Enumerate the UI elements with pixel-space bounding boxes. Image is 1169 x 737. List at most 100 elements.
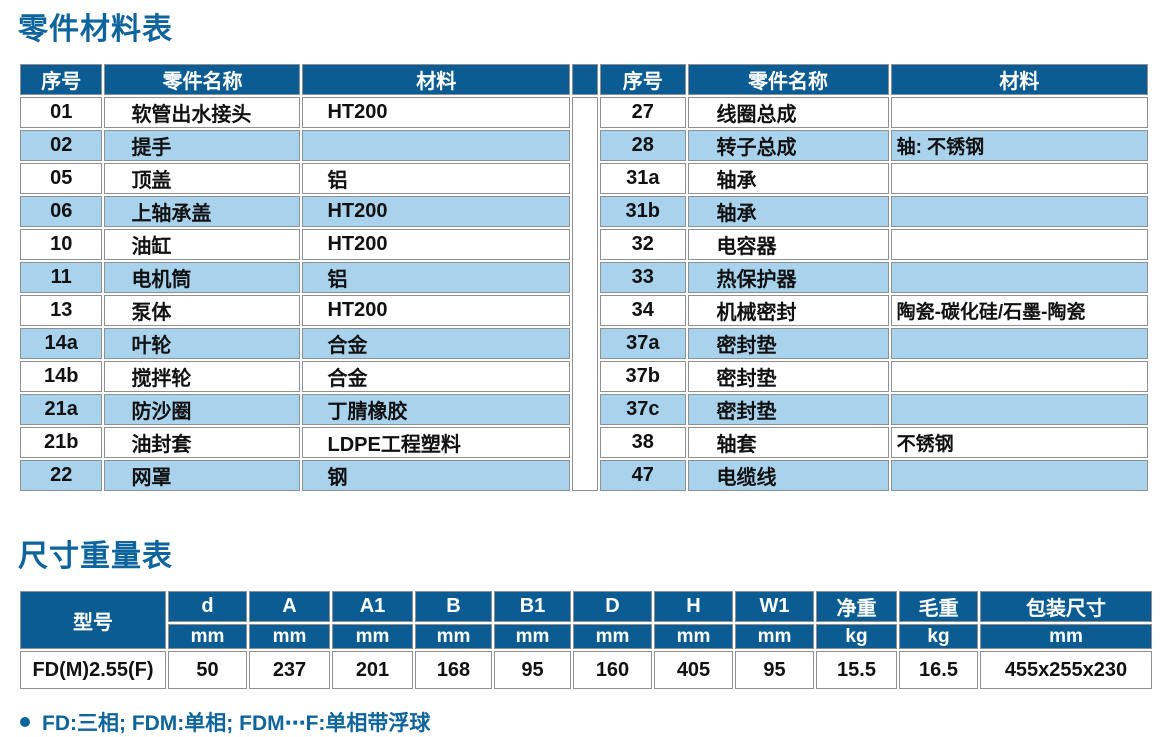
part-name: 密封垫	[687, 394, 889, 425]
part-material	[890, 460, 1148, 491]
part-no: 38	[600, 427, 686, 458]
part-name: 防沙圈	[104, 394, 301, 425]
footnote-text: FD:三相; FDM:单相; FDM⋯F:单相带浮球	[42, 712, 431, 735]
part-no: 37c	[600, 394, 686, 425]
part-no: 05	[20, 163, 103, 194]
part-name: 电缆线	[687, 460, 889, 491]
bullet-icon	[20, 717, 30, 727]
part-name: 机械密封	[687, 295, 889, 326]
part-no: 37a	[600, 328, 686, 359]
part-name: 热保护器	[687, 262, 889, 293]
part-name: 轴套	[687, 427, 889, 458]
value-D: 160	[573, 651, 652, 689]
part-no: 21b	[20, 427, 103, 458]
part-no: 14a	[20, 328, 103, 359]
unit-net-weight: kg	[816, 624, 897, 649]
value-gross-weight: 16.5	[899, 651, 978, 689]
part-no: 10	[20, 229, 103, 260]
part-name: 电容器	[687, 229, 889, 260]
part-no: 21a	[20, 394, 103, 425]
col-header-package-size: 包装尺寸	[980, 591, 1152, 622]
parts-table-title: 零件材料表	[18, 13, 173, 46]
part-material: HT200	[302, 229, 570, 260]
dims-header-row-labels: 型号 d A A1 B B1 D H W1 净重 毛重 包装尺寸	[20, 591, 1152, 649]
part-material	[302, 130, 570, 161]
unit-A1: mm	[332, 624, 413, 649]
col-header-B: B	[415, 591, 492, 622]
part-material	[890, 229, 1148, 260]
part-material: 钢	[302, 460, 570, 491]
col-header-net-weight: 净重	[816, 591, 897, 622]
part-material	[890, 361, 1148, 392]
table-row: 05 顶盖 铝 31a 轴承	[20, 163, 1148, 194]
part-no: 33	[600, 262, 686, 293]
col-header-D: D	[573, 591, 652, 622]
part-material	[890, 196, 1148, 227]
parts-header-row: 序号 零件名称 材料 序号 零件名称 材料	[20, 64, 1148, 95]
part-name: 泵体	[104, 295, 301, 326]
col-header-no-left: 序号	[20, 64, 103, 95]
value-H: 405	[654, 651, 733, 689]
part-material: 合金	[302, 328, 570, 359]
part-no: 31b	[600, 196, 686, 227]
part-no: 13	[20, 295, 103, 326]
part-name: 网罩	[104, 460, 301, 491]
spacer-column-header	[571, 64, 599, 95]
table-row: 21b 油封套 LDPE工程塑料 38 轴套 不锈钢	[20, 427, 1148, 458]
dimensions-table-title: 尺寸重量表	[18, 540, 173, 573]
part-no: 27	[600, 97, 686, 128]
parts-material-table: 序号 零件名称 材料 序号 零件名称 材料 01 软管出水接头 HT200 27…	[18, 62, 1150, 493]
part-name: 软管出水接头	[104, 97, 301, 128]
part-material: HT200	[302, 97, 570, 128]
col-header-A: A	[249, 591, 330, 622]
unit-D: mm	[573, 624, 652, 649]
part-no: 01	[20, 97, 103, 128]
part-name: 上轴承盖	[104, 196, 301, 227]
part-no: 22	[20, 460, 103, 491]
value-A: 237	[249, 651, 330, 689]
table-row: 14b 搅拌轮 合金 37b 密封垫	[20, 361, 1148, 392]
value-B: 168	[415, 651, 492, 689]
col-header-material-left: 材料	[302, 64, 570, 95]
part-no: 28	[600, 130, 686, 161]
part-material	[890, 394, 1148, 425]
col-header-no-right: 序号	[600, 64, 686, 95]
part-no: 06	[20, 196, 103, 227]
part-material	[890, 262, 1148, 293]
col-header-B1: B1	[494, 591, 571, 622]
unit-d: mm	[168, 624, 247, 649]
col-header-H: H	[654, 591, 733, 622]
table-row: 10 油缸 HT200 32 电容器	[20, 229, 1148, 260]
part-name: 提手	[104, 130, 301, 161]
value-W1: 95	[735, 651, 814, 689]
part-no: 47	[600, 460, 686, 491]
part-name: 密封垫	[687, 361, 889, 392]
part-name: 顶盖	[104, 163, 301, 194]
dims-header-row-units: mm mm mm mm mm mm mm mm kg kg mm	[20, 624, 1152, 649]
part-no: 34	[600, 295, 686, 326]
table-row: 13 泵体 HT200 34 机械密封 陶瓷-碳化硅/石墨-陶瓷	[20, 295, 1148, 326]
part-name: 线圈总成	[687, 97, 889, 128]
model-value: FD(M)2.55(F)	[20, 651, 166, 689]
part-name: 搅拌轮	[104, 361, 301, 392]
table-row: 21a 防沙圈 丁腈橡胶 37c 密封垫	[20, 394, 1148, 425]
col-header-gross-weight: 毛重	[899, 591, 978, 622]
unit-H: mm	[654, 624, 733, 649]
part-material	[890, 97, 1148, 128]
part-material	[890, 328, 1148, 359]
part-material: 铝	[302, 163, 570, 194]
col-header-model: 型号	[20, 591, 166, 649]
value-B1: 95	[494, 651, 571, 689]
part-name: 轴承	[687, 163, 889, 194]
part-no: 11	[20, 262, 103, 293]
part-name: 叶轮	[104, 328, 301, 359]
dimensions-weight-table: 型号 d A A1 B B1 D H W1 净重 毛重 包装尺寸 mm mm m…	[18, 589, 1154, 691]
unit-A: mm	[249, 624, 330, 649]
value-d: 50	[168, 651, 247, 689]
part-material	[890, 163, 1148, 194]
table-row: 02 提手 28 转子总成 轴: 不锈钢	[20, 130, 1148, 161]
col-header-name-left: 零件名称	[104, 64, 301, 95]
part-no: 02	[20, 130, 103, 161]
part-name: 密封垫	[687, 328, 889, 359]
